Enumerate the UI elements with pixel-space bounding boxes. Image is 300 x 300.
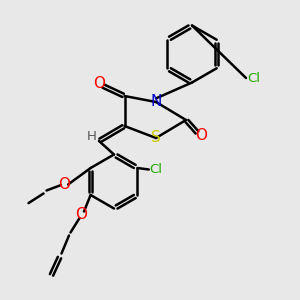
Text: Cl: Cl [247,71,260,85]
Text: O: O [75,207,87,222]
Text: O: O [195,128,207,142]
Text: S: S [151,130,161,146]
Text: Cl: Cl [149,163,162,176]
Text: O: O [58,177,70,192]
Text: O: O [94,76,106,91]
Text: H: H [87,130,96,143]
Text: N: N [150,94,162,110]
